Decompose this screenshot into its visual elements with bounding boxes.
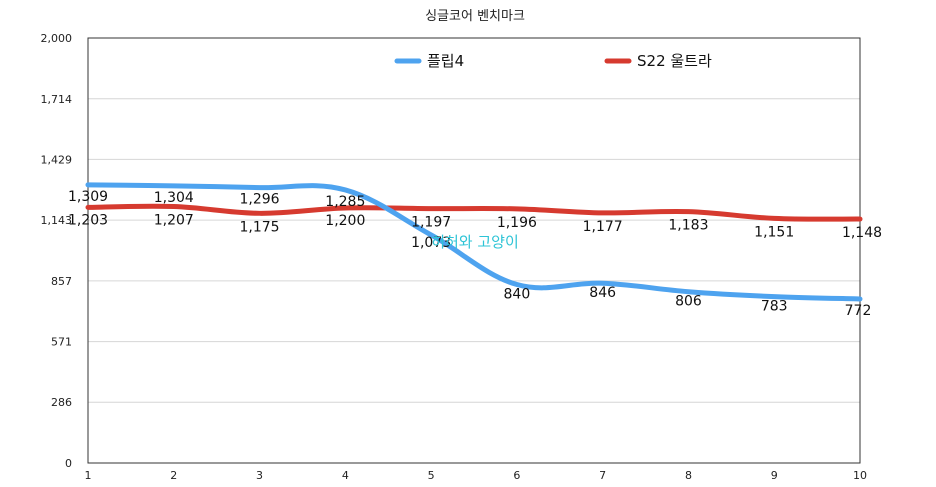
y-tick-label: 571 <box>51 336 72 349</box>
legend: 플립4 S22 울트라 <box>394 52 712 70</box>
x-tick-label: 6 <box>513 469 520 482</box>
data-label: 1,183 <box>668 218 708 234</box>
grid <box>88 98 860 403</box>
legend-label: 플립4 <box>427 52 464 70</box>
data-label: 846 <box>589 285 616 301</box>
data-label: 840 <box>504 287 531 303</box>
data-label: 1,285 <box>325 194 365 210</box>
x-tick-label: 5 <box>428 469 435 482</box>
data-label: 1,073 <box>411 235 451 251</box>
data-label: 1,151 <box>754 224 794 240</box>
data-label: 1,175 <box>240 219 280 235</box>
data-label: 1,296 <box>240 192 280 208</box>
y-axis-ticks: 0 286 571 857 1,143 1,429 1,714 2,000 <box>41 32 73 470</box>
x-tick-label: 8 <box>685 469 692 482</box>
data-label: 783 <box>761 299 788 315</box>
y-tick-label: 857 <box>51 275 72 288</box>
x-tick-label: 2 <box>170 469 177 482</box>
x-tick-label: 9 <box>771 469 778 482</box>
y-tick-label: 1,714 <box>41 93 73 106</box>
data-labels: 1,309 1,304 1,296 1,285 1,073 840 846 806 783 772… <box>68 189 882 319</box>
plot-frame <box>87 37 861 464</box>
y-tick-label: 286 <box>51 396 72 409</box>
chart-title: 싱글코어 벤치마크 <box>425 9 525 24</box>
data-label: 806 <box>675 294 702 310</box>
series-line <box>85 203 863 222</box>
y-tick-label: 1,429 <box>41 153 73 166</box>
watermark: 허허와 고양이 <box>431 233 519 251</box>
y-tick-label: 0 <box>65 457 72 470</box>
data-label: 1,309 <box>68 189 108 205</box>
data-label: 1,203 <box>68 212 108 228</box>
data-label: 1,148 <box>842 225 882 241</box>
data-label: 1,177 <box>583 219 623 235</box>
series-line <box>85 182 863 302</box>
x-tick-label: 4 <box>342 469 349 482</box>
series-lines <box>85 182 863 302</box>
data-label: 772 <box>845 303 872 319</box>
y-tick-label: 1,143 <box>41 214 73 227</box>
x-tick-label: 10 <box>853 469 867 482</box>
x-tick-label: 1 <box>85 469 92 482</box>
data-label: 1,197 <box>411 215 451 231</box>
x-tick-label: 3 <box>256 469 263 482</box>
x-tick-label: 7 <box>599 469 606 482</box>
y-tick-label: 2,000 <box>41 32 73 45</box>
data-label: 1,304 <box>154 190 194 206</box>
data-label: 1,207 <box>154 213 194 229</box>
x-axis-ticks: 1 2 3 4 5 6 7 8 9 10 <box>85 469 868 482</box>
legend-label: S22 울트라 <box>637 52 712 70</box>
data-label: 1,196 <box>497 215 537 231</box>
data-label: 1,200 <box>325 213 365 229</box>
